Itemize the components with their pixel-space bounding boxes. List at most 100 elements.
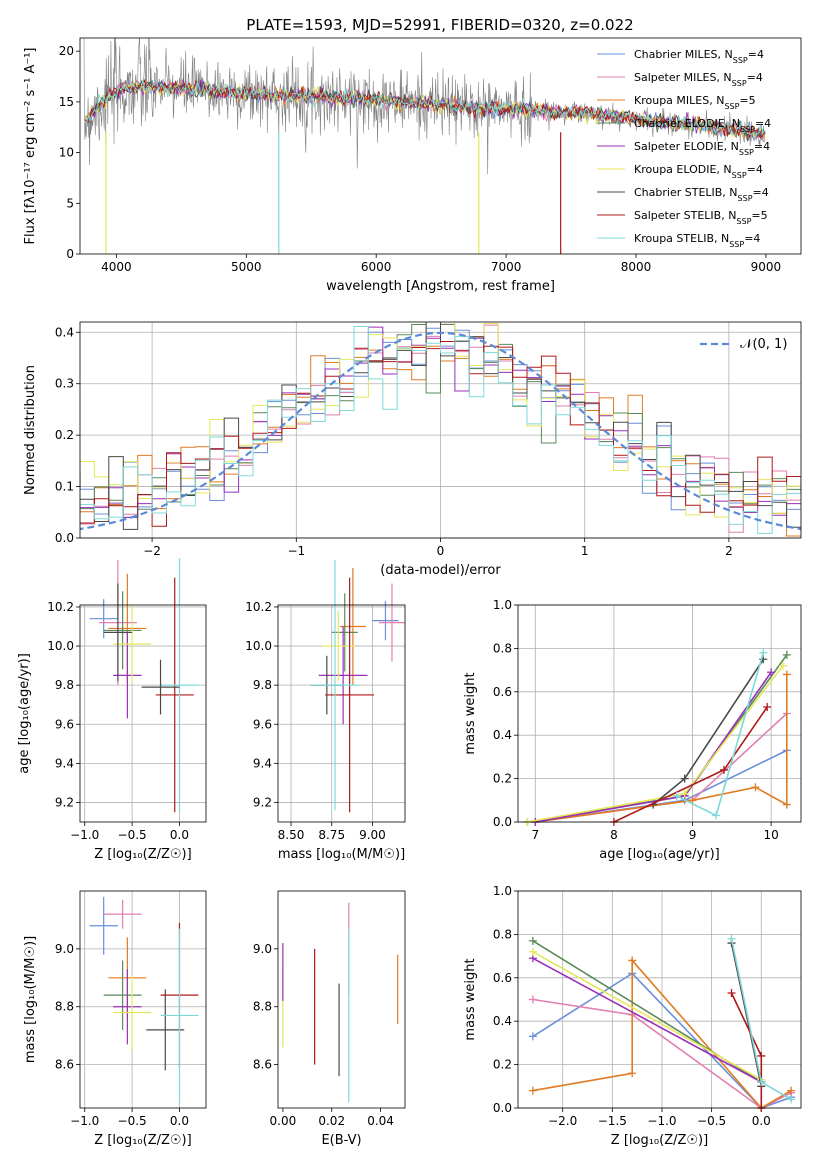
x-tick-label: 7 (531, 828, 539, 842)
mass-weight-marker (712, 811, 721, 820)
legend-entry: Salpeter MILES, NSSP=4 (634, 71, 763, 88)
mass-weight-marker (782, 670, 791, 679)
legend-count: =5 (751, 209, 767, 222)
axes-frame (517, 890, 802, 1109)
y-tick-label: 9.4 (253, 756, 272, 770)
mass-weight-line (532, 998, 792, 1109)
mass-weight-line (676, 652, 765, 817)
x-tick-label: 8.75 (318, 828, 345, 842)
gaussian-legend-label: 𝒩(0, 1) (740, 337, 787, 352)
x-tick-label: 6000 (361, 260, 392, 274)
y-tick-label: 0.3 (55, 377, 74, 391)
y-tick-label: 0.0 (493, 1101, 512, 1115)
axes-frame (79, 604, 207, 823)
x-tick-label: 0.0 (170, 828, 189, 842)
x-tick-label: 8000 (621, 260, 652, 274)
axes-frame (79, 890, 207, 1109)
x-axis-label: wavelength [Angstrom, rest frame] (326, 279, 555, 294)
axes-frame (79, 37, 802, 255)
y-tick-label: 0.2 (55, 428, 74, 442)
legend-entry: Kroupa ELODIE, NSSP=4 (634, 163, 763, 180)
mass-weight-marker (782, 650, 791, 659)
y-tick-label: 9.2 (55, 795, 74, 809)
legend-count: =4 (744, 232, 760, 245)
mass-weight-line (532, 957, 762, 1083)
x-axis-label: Z [log₁₀(Z/Z☉)] (94, 1133, 191, 1148)
mass-weight-line (535, 749, 788, 823)
observed-spectrum (83, 38, 766, 175)
y-tick-label: 9.2 (253, 795, 272, 809)
y-axis-label: Normed distribution (23, 365, 38, 495)
mass-weight-line (532, 951, 762, 1081)
mass-weight-line (527, 654, 788, 823)
legend-entry: Kroupa MILES, NSSP=5 (634, 94, 756, 111)
x-tick-label: −2 (143, 544, 161, 558)
legend-entry: Salpeter STELIB, NSSP=5 (634, 209, 768, 226)
legend-subscript: SSP (736, 217, 751, 226)
x-tick-label: 5000 (231, 260, 262, 274)
y-tick-label: 0.0 (493, 815, 512, 829)
histogram-area (80, 322, 801, 538)
legend-entry: Chabrier ELODIE, NSSP=4 (634, 117, 771, 134)
x-tick-label: 0.02 (318, 1114, 345, 1128)
y-axis-label: mass [log₁₀(M/M☉)] (23, 936, 38, 1063)
x-tick-label: −1.0 (647, 1114, 676, 1128)
axes-frame (79, 321, 802, 539)
legend-subscript: SSP (732, 79, 747, 88)
mass-weight-vs-metallicity-panel: −2.0 −1.5 −1.0 −0.5 0.0 0.0 0.2 0.4 0.6 0.8 1.0 Z [… (463, 884, 802, 1148)
legend-count: =4 (753, 186, 769, 199)
mass-weight-line (730, 942, 763, 1087)
spectrum-panel: 4000 5000 6000 7000 8000 9000 0 5 10 15 20 waveleng… (23, 37, 802, 294)
y-axis-label: Flux [fλ10⁻¹⁷ erg cm⁻² s⁻¹ A⁻¹] (23, 48, 38, 245)
residual-histogram (80, 326, 801, 538)
x-tick-label: −1.0 (70, 1114, 99, 1128)
mass-weight-marker (782, 800, 791, 809)
x-tick-label: 0.04 (367, 1114, 394, 1128)
x-tick-label: 10 (763, 828, 778, 842)
legend-count: =4 (747, 71, 763, 84)
x-tick-label: 0 (437, 544, 445, 558)
gaussian-curve (80, 331, 801, 531)
x-tick-label: 8 (610, 828, 618, 842)
mass-vs-ebv-panel: 0.00 0.02 0.04 8.6 8.8 9.0 E(B-V) (253, 890, 406, 1148)
x-tick-label: 0.0 (170, 1114, 189, 1128)
mass-weight-marker (759, 648, 768, 657)
legend-subscript: SSP (740, 125, 755, 134)
figure-title: PLATE=1593, MJD=52991, FIBERID=0320, z=0… (246, 16, 633, 34)
mass-weight-line (527, 665, 784, 823)
mass-weight-marker (680, 774, 689, 783)
mass-weight-marker (727, 988, 736, 997)
mass-weight-marker (787, 1086, 796, 1095)
x-axis-label: age [log₁₀(age/yr)] (599, 847, 720, 862)
x-axis-label: Z [log₁₀(Z/Z☉)] (611, 1133, 708, 1148)
mass-weight-line (652, 658, 764, 806)
x-tick-label: −2.0 (548, 1114, 577, 1128)
x-axis-label: (data-model)/error (380, 563, 501, 578)
y-tick-label: 9.6 (253, 717, 272, 731)
spectrum-plot-area (83, 38, 766, 254)
mass-weight-marker (787, 1095, 796, 1104)
y-tick-label: 8.8 (55, 1000, 74, 1014)
axes-frame (517, 604, 802, 823)
y-tick-label: 9.0 (55, 942, 74, 956)
legend-entry: Chabrier STELIB, NSSP=4 (634, 186, 769, 203)
x-tick-label: −0.5 (118, 828, 147, 842)
residuals-panel: −2 −1 0 1 2 0.0 0.1 0.2 0.3 0.4 (data-model)/error… (23, 321, 802, 578)
mass-weight-marker (757, 1051, 766, 1060)
y-tick-label: 9.4 (55, 756, 74, 770)
mass-weight-marker (719, 765, 728, 774)
x-tick-label: 0.0 (752, 1114, 771, 1128)
x-tick-label: 9000 (751, 260, 782, 274)
legend-subscript: SSP (724, 102, 739, 111)
y-tick-label: 0.6 (493, 685, 512, 699)
x-axis-label: mass [log₁₀(M/M☉)] (278, 847, 405, 862)
age-vs-mass-panel: 8.50 8.75 9.00 9.2 9.4 9.6 9.8 10.0 10.2 mass [lo… (245, 560, 406, 862)
mass-weight-marker (628, 1069, 637, 1078)
y-tick-label: 8.6 (253, 1058, 272, 1072)
y-tick-label: 0.4 (493, 728, 512, 742)
mass-weight-line (532, 972, 792, 1109)
mass-weight-marker (528, 1086, 537, 1095)
y-tick-label: 5 (66, 196, 74, 210)
mass-weight-marker (727, 934, 736, 943)
legend-count: =4 (747, 163, 763, 176)
